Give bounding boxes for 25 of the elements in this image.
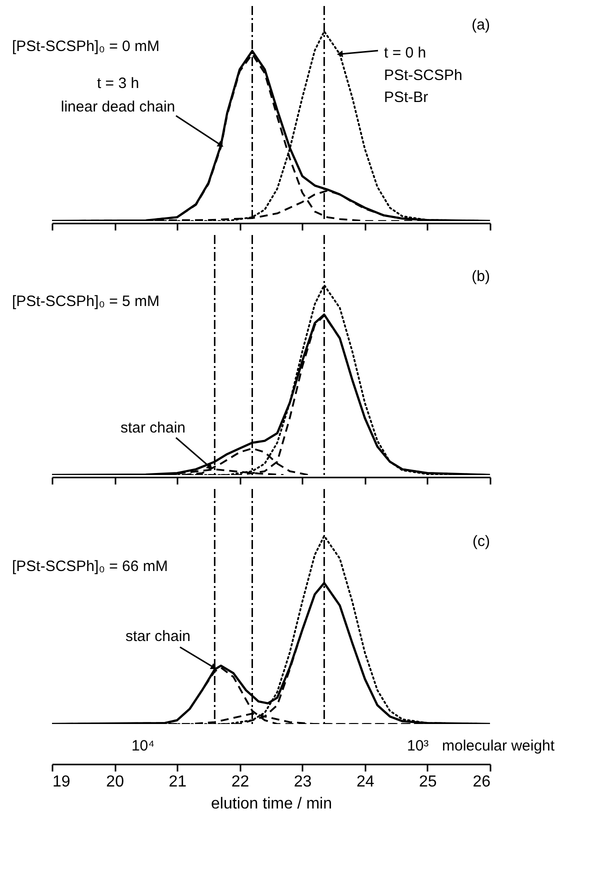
annotation: (c) [472, 533, 490, 550]
annotation: star chain [120, 420, 186, 437]
x-tick-label: 19 [52, 774, 70, 790]
annotation: [PSt-SCSPh]₀ = 66 mM [12, 558, 168, 576]
x-tick-label: 22 [231, 774, 250, 790]
annotation: (a) [472, 16, 490, 34]
x-tick-label: 24 [356, 774, 374, 790]
annotation: [PSt-SCSPh]₀ = 5 mM [12, 293, 160, 310]
x-axis-title: elution time / min [211, 796, 332, 812]
annotation: star chain [125, 628, 191, 645]
text: (b) [472, 268, 490, 285]
annotation: t = 3 h [96, 75, 140, 92]
annotation: PSt-SCSPh [384, 66, 462, 84]
x-tick-label: 26 [472, 774, 491, 790]
x-tick-label: 23 [294, 774, 312, 790]
annotation: linear dead chain [60, 98, 176, 116]
annotation: PSt-Br [384, 89, 428, 106]
x-tick-label: 20 [106, 774, 124, 790]
annotation: [PSt-SCSPh]₀ = 0 mM [12, 38, 160, 55]
x-tick-label: 21 [168, 774, 187, 790]
text: 10⁴ [131, 738, 155, 755]
text: molecular weight [442, 738, 556, 755]
x-tick-label: 25 [419, 774, 437, 790]
annotation: t = 0 h [384, 44, 426, 62]
text: 10³ [407, 738, 429, 755]
